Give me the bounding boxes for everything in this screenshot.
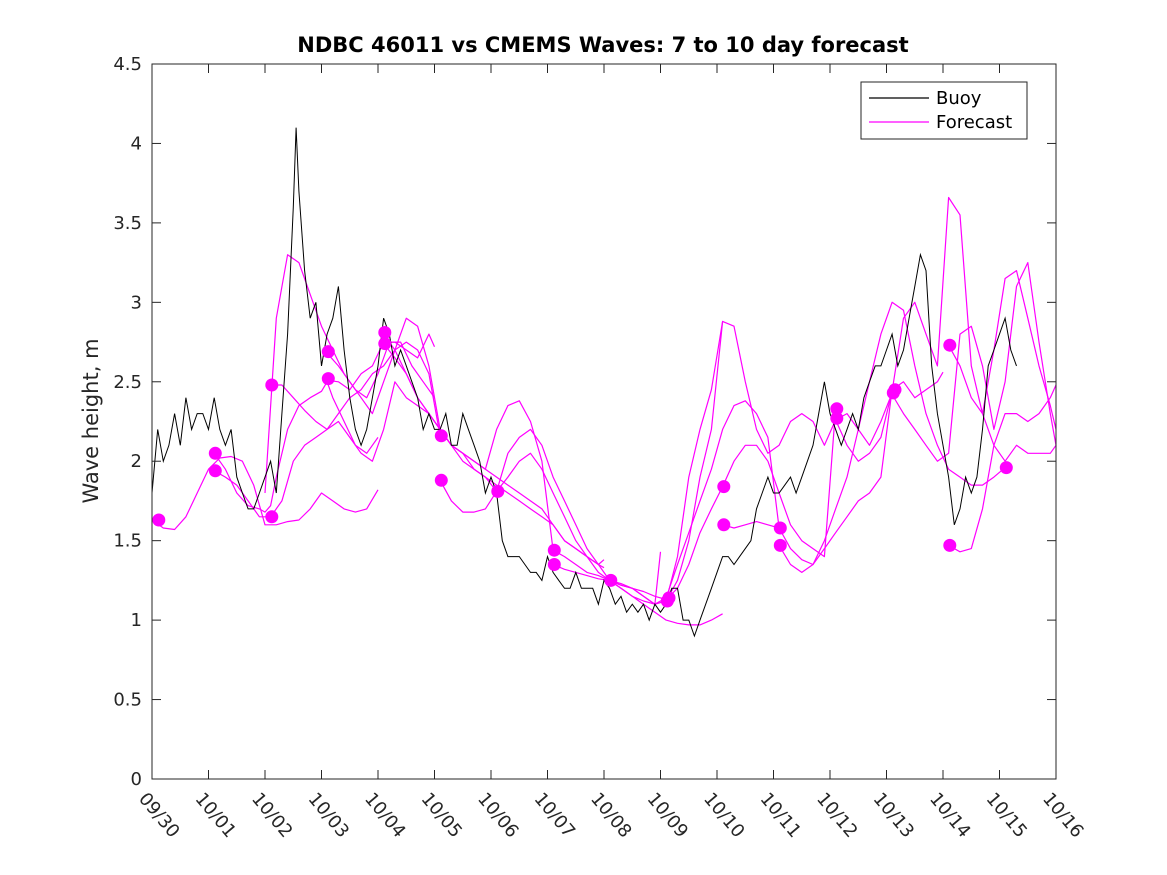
forecast-start-point [265,510,279,524]
buoy-line-group [151,127,1017,638]
y-tick-label: 4.5 [113,54,142,75]
forecast-line-18 [835,196,1057,462]
forecast-start-point [662,591,676,605]
forecast-start-point [604,573,618,587]
forecast-start-point [999,461,1013,475]
plot-area [151,127,1057,638]
forecast-start-points [152,326,1013,608]
forecast-start-point [830,402,844,416]
forecast-line-20 [948,344,1057,462]
y-tick-label: 0.5 [113,690,142,711]
forecast-start-point [152,513,166,527]
forecast-start-point [208,446,222,460]
forecast-start-point [434,473,448,487]
y-tick-label: 1 [131,610,142,631]
forecast-start-point [943,338,957,352]
forecast-line-21 [948,384,1057,553]
forecast-start-point [943,538,957,552]
forecast-start-point [547,558,561,571]
forecast-start-point [265,378,279,392]
forecast-start-point [717,518,731,532]
y-tick-label: 3.5 [113,213,142,234]
forecast-start-point [830,411,844,425]
y-tick-label: 2 [131,451,142,472]
forecast-start-point [491,484,505,498]
forecast-start-point [321,372,335,386]
buoy-line [151,127,1017,638]
forecast-line-1 [151,455,379,531]
forecast-start-point [773,521,787,535]
legend-buoy-label: Buoy [936,88,982,109]
forecast-start-point [208,464,222,478]
forecast-line-19 [891,262,1057,462]
forecast-line-16 [722,371,944,566]
forecast-start-point [434,429,448,443]
y-tick-label: 1.5 [113,531,142,552]
forecast-start-point [888,383,902,397]
y-tick-label: 3 [131,292,142,313]
legend-forecast-label: Forecast [936,112,1012,133]
forecast-line-15 [665,320,893,602]
chart-title: NDBC 46011 vs CMEMS Waves: 7 to 10 day f… [297,33,908,57]
y-tick-label: 2.5 [113,372,142,393]
legend-box [860,81,1028,140]
y-axis-label: Wave height, m [79,338,103,503]
y-axis-ticks: 0 0.5 1 1.5 2 2.5 3 3.5 4 4.5 [113,54,1056,790]
y-tick-label: 4 [131,133,142,154]
forecast-start-point [717,480,731,494]
forecast-start-point [773,538,787,552]
y-tick-label: 0 [131,769,142,790]
forecast-start-point [547,543,561,557]
forecast-line-4 [270,381,498,492]
forecast-start-point [378,326,392,339]
forecast-start-point [378,337,392,351]
forecast-start-point [321,345,335,359]
legend: Buoy Forecast [860,81,1028,140]
